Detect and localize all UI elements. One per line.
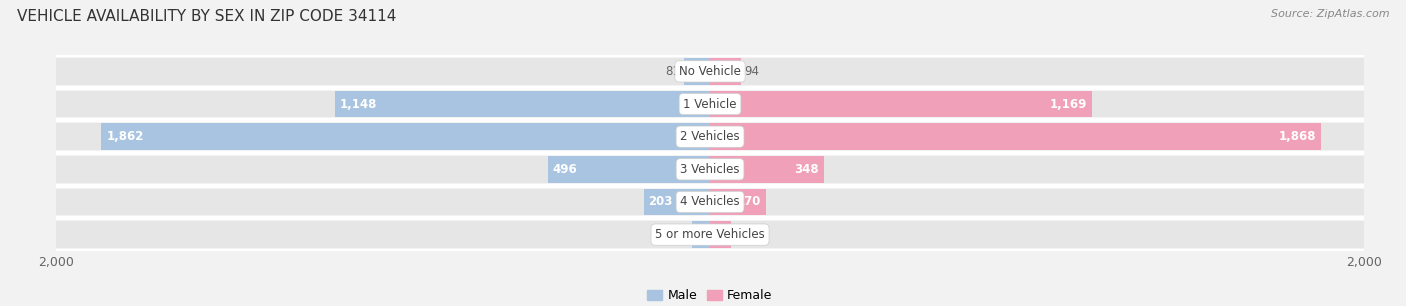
Bar — [710, 156, 824, 183]
Bar — [710, 188, 766, 215]
Legend: Male, Female: Male, Female — [643, 284, 778, 306]
Text: 63: 63 — [734, 228, 749, 241]
Text: 203: 203 — [648, 196, 673, 208]
Bar — [548, 156, 710, 183]
Bar — [56, 58, 1364, 85]
Text: 496: 496 — [553, 163, 578, 176]
Bar — [710, 221, 731, 248]
Text: 4 Vehicles: 4 Vehicles — [681, 196, 740, 208]
Bar — [692, 221, 710, 248]
Bar — [101, 123, 710, 150]
Bar — [710, 91, 1092, 118]
Bar — [56, 156, 1364, 183]
Text: Source: ZipAtlas.com: Source: ZipAtlas.com — [1271, 9, 1389, 19]
Bar — [683, 58, 710, 85]
Text: No Vehicle: No Vehicle — [679, 65, 741, 78]
Bar — [710, 123, 1320, 150]
Bar — [56, 188, 1364, 215]
Text: 2 Vehicles: 2 Vehicles — [681, 130, 740, 143]
Text: 348: 348 — [794, 163, 818, 176]
Text: 170: 170 — [737, 196, 761, 208]
Text: 54: 54 — [673, 228, 689, 241]
Text: 1,148: 1,148 — [340, 98, 377, 110]
Text: 81: 81 — [665, 65, 679, 78]
Text: 94: 94 — [745, 65, 759, 78]
Bar — [335, 91, 710, 118]
Text: 1,868: 1,868 — [1278, 130, 1316, 143]
Bar — [644, 188, 710, 215]
Text: 1 Vehicle: 1 Vehicle — [683, 98, 737, 110]
Text: 5 or more Vehicles: 5 or more Vehicles — [655, 228, 765, 241]
Text: 3 Vehicles: 3 Vehicles — [681, 163, 740, 176]
Bar — [56, 123, 1364, 150]
Text: 1,862: 1,862 — [107, 130, 143, 143]
Text: 1,169: 1,169 — [1050, 98, 1087, 110]
Bar — [56, 221, 1364, 248]
Bar — [710, 58, 741, 85]
Bar — [56, 91, 1364, 118]
Text: VEHICLE AVAILABILITY BY SEX IN ZIP CODE 34114: VEHICLE AVAILABILITY BY SEX IN ZIP CODE … — [17, 9, 396, 24]
